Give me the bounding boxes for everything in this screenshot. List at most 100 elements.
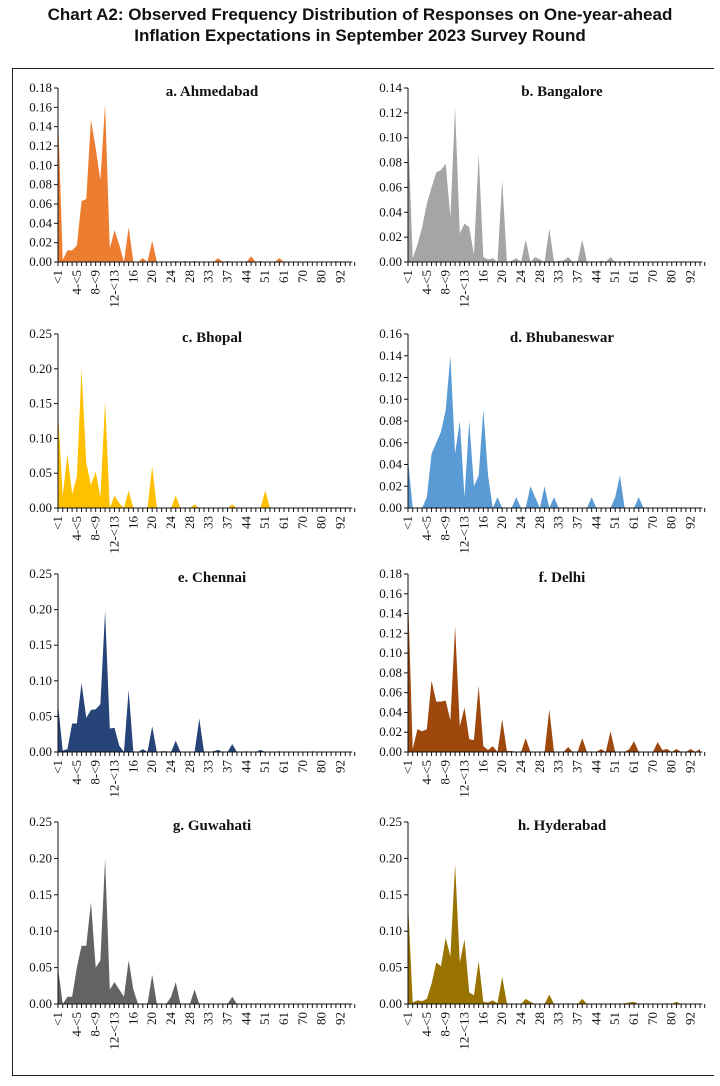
panel-title: g. Guwahati (173, 818, 251, 834)
y-tick-label: 0.12 (379, 370, 402, 385)
y-tick-label: 0.05 (29, 708, 52, 723)
panel-c: 0.00 0.05 0.10 0.15 0.20 0.25 <1 4-<5 8-<9 12-<13… (29, 326, 356, 554)
x-tick-label: 33 (201, 1012, 216, 1025)
y-tick-label: 0.00 (29, 744, 52, 759)
x-tick-label: 12-<13 (457, 516, 472, 554)
x-tick-label: 24 (513, 516, 528, 530)
x-tick-label: 80 (664, 516, 679, 529)
panel-title: e. Chennai (178, 570, 246, 586)
y-tick-label: 0.10 (29, 923, 52, 938)
x-tick-label: <1 (50, 516, 65, 530)
y-tick-label: 0.02 (379, 724, 402, 739)
x-tick-label: 44 (238, 270, 253, 284)
x-tick-label: 12-<13 (107, 760, 122, 798)
x-tick-label: 37 (220, 516, 235, 530)
x-tick-label: 28 (532, 516, 547, 529)
x-tick-label: 20 (144, 1012, 159, 1025)
x-tick-label: 37 (570, 760, 585, 774)
x-tick-label: 61 (276, 1012, 291, 1025)
x-tick-label: 28 (182, 516, 197, 529)
x-tick-label: 37 (220, 270, 235, 284)
area-series-b (408, 107, 700, 262)
x-tick-label: 51 (607, 1012, 622, 1025)
y-tick-label: 0.15 (29, 396, 52, 411)
y-tick-label: 0.10 (29, 430, 52, 445)
x-tick-label: 51 (607, 516, 622, 529)
x-tick-label: 28 (182, 760, 197, 773)
x-tick-label: 12-<13 (107, 516, 122, 554)
x-tick-label: 92 (333, 760, 348, 773)
x-tick-label: 12-<13 (107, 1012, 122, 1050)
panel-title: h. Hyderabad (518, 818, 607, 834)
x-tick-label: 33 (201, 270, 216, 283)
x-tick-label: 70 (295, 760, 310, 773)
x-tick-label: 20 (494, 760, 509, 773)
y-tick-label: 0.15 (29, 887, 52, 902)
x-tick-label: 24 (513, 1012, 528, 1026)
x-tick-label: 24 (163, 270, 178, 284)
y-tick-label: 0.02 (29, 235, 52, 250)
x-tick-label: 12-<13 (457, 270, 472, 308)
x-tick-label: 70 (645, 760, 660, 773)
y-tick-label: 0.18 (379, 566, 402, 581)
x-tick-label: 8-<9 (438, 760, 453, 785)
x-tick-label: 4-<5 (69, 270, 84, 295)
x-tick-label: 80 (314, 1012, 329, 1025)
x-tick-label: 33 (201, 760, 216, 773)
y-tick-label: 0.00 (29, 500, 52, 515)
x-tick-label: 92 (333, 516, 348, 529)
x-tick-label: 16 (125, 760, 140, 774)
panel-title: b. Bangalore (521, 84, 603, 100)
x-tick-label: 8-<9 (438, 270, 453, 295)
x-tick-label: 37 (570, 1012, 585, 1026)
y-tick-label: 0.20 (379, 850, 402, 865)
panel-b: 0.00 0.02 0.04 0.06 0.08 0.10 0.12 0.14 <1 4-<5 8-… (379, 80, 706, 308)
panel-h: 0.00 0.05 0.10 0.15 0.20 0.25 <1 4-<5 8-<9 12-<13… (379, 814, 706, 1050)
y-tick-label: 0.00 (29, 996, 52, 1011)
y-tick-label: 0.20 (29, 602, 52, 617)
x-tick-label: <1 (50, 760, 65, 774)
y-tick-label: 0.16 (379, 326, 402, 341)
x-tick-label: 61 (626, 1012, 641, 1025)
chart-title: Chart A2: Observed Frequency Distributio… (0, 4, 720, 46)
x-tick-label: 20 (494, 516, 509, 529)
y-tick-label: 0.14 (379, 348, 402, 363)
y-tick-label: 0.02 (379, 478, 402, 493)
chart-title-line-2: Inflation Expectations in September 2023… (134, 26, 586, 45)
x-tick-label: 20 (494, 1012, 509, 1025)
x-tick-label: 51 (257, 760, 272, 773)
y-tick-label: 0.20 (29, 850, 52, 865)
chart-title-line-1: Chart A2: Observed Frequency Distributio… (47, 5, 673, 24)
x-tick-label: 51 (257, 516, 272, 529)
x-tick-label: 61 (626, 760, 641, 773)
y-tick-label: 0.05 (29, 465, 52, 480)
x-tick-label: 33 (551, 760, 566, 773)
x-tick-label: 92 (683, 760, 698, 773)
x-tick-label: 44 (238, 1012, 253, 1026)
x-tick-label: 44 (588, 1012, 603, 1026)
y-tick-label: 0.14 (29, 119, 52, 134)
area-series-d (408, 355, 700, 508)
x-tick-label: 4-<5 (419, 270, 434, 295)
x-tick-label: 70 (645, 270, 660, 283)
x-tick-label: 70 (645, 1012, 660, 1025)
y-tick-label: 0.15 (29, 637, 52, 652)
chart-frame (12, 68, 714, 1076)
x-tick-label: 4-<5 (419, 760, 434, 785)
x-tick-label: <1 (50, 270, 65, 284)
panel-title: f. Delhi (539, 570, 586, 586)
x-tick-label: 61 (626, 516, 641, 529)
x-tick-label: 28 (182, 1012, 197, 1025)
y-tick-label: 0.08 (379, 155, 402, 170)
x-tick-label: 28 (532, 270, 547, 283)
y-tick-label: 0.12 (379, 105, 402, 120)
x-tick-label: 61 (626, 270, 641, 283)
x-tick-label: 24 (163, 1012, 178, 1026)
x-tick-label: 4-<5 (69, 1012, 84, 1037)
y-tick-label: 0.05 (379, 960, 402, 975)
x-tick-label: 92 (333, 270, 348, 283)
x-tick-label: 51 (607, 270, 622, 283)
x-tick-label: 28 (532, 760, 547, 773)
y-tick-label: 0.06 (379, 179, 402, 194)
x-tick-label: 33 (201, 516, 216, 529)
